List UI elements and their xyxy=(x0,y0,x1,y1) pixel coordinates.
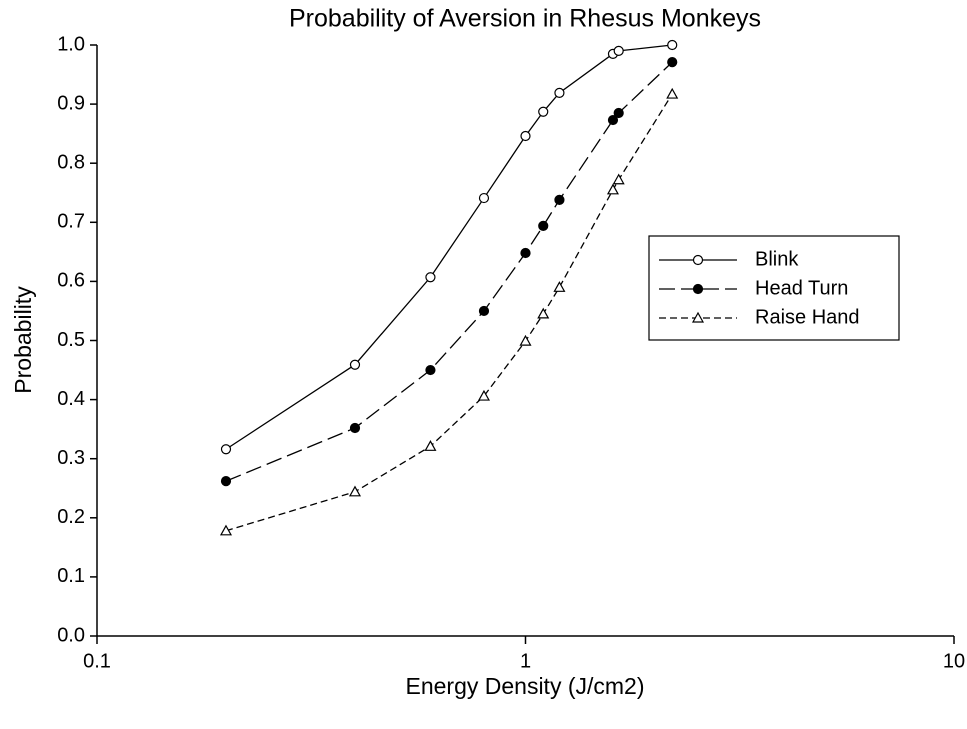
y-axis-label: Probability xyxy=(10,286,36,394)
marker xyxy=(219,524,233,536)
marker xyxy=(477,389,490,401)
y-tick-label: 0.2 xyxy=(57,506,85,528)
marker xyxy=(538,106,549,117)
marker xyxy=(612,173,625,185)
marker xyxy=(607,114,619,126)
marker xyxy=(692,254,704,266)
marker xyxy=(220,476,232,487)
marker xyxy=(613,107,624,119)
marker xyxy=(478,305,490,317)
marker xyxy=(538,220,549,231)
legend-box xyxy=(648,235,900,341)
marker xyxy=(349,359,361,370)
y-tick-label: 1.0 xyxy=(57,33,85,55)
marker xyxy=(520,130,531,142)
marker xyxy=(519,334,532,346)
series-line xyxy=(225,61,673,482)
marker xyxy=(554,194,565,205)
marker xyxy=(220,444,232,455)
marker xyxy=(348,485,362,497)
marker xyxy=(425,272,436,283)
marker xyxy=(554,87,565,98)
x-tick-label: 1 xyxy=(520,650,531,672)
marker xyxy=(667,57,678,68)
legend: Blink Head Turn Raise Hand xyxy=(648,235,900,341)
marker xyxy=(692,283,704,295)
y-tick-label: 0.6 xyxy=(57,270,85,292)
x-axis-label: Energy Density (J/cm2) xyxy=(405,673,644,699)
y-tick-label: 0.1 xyxy=(57,565,85,587)
y-tick-label: 0.0 xyxy=(57,624,85,646)
marker xyxy=(666,87,679,99)
x-tick-label: 0.1 xyxy=(83,650,111,672)
x-tick-label: 10 xyxy=(943,650,965,672)
y-tick-label: 0.9 xyxy=(57,92,85,114)
marker xyxy=(425,364,436,376)
marker xyxy=(478,192,490,204)
y-tick-label: 0.4 xyxy=(57,388,85,410)
marker xyxy=(606,183,619,195)
marker xyxy=(553,281,566,292)
legend-label: Blink xyxy=(755,248,799,270)
marker xyxy=(613,45,624,57)
y-tick-label: 0.7 xyxy=(57,211,85,233)
marker xyxy=(349,422,361,434)
marker xyxy=(520,247,531,259)
legend-label: Head Turn xyxy=(755,277,848,299)
marker xyxy=(691,311,705,323)
marker xyxy=(424,440,437,451)
series-line xyxy=(225,93,673,532)
chart-title: Probability of Aversion in Rhesus Monkey… xyxy=(289,5,761,33)
y-tick-label: 0.3 xyxy=(57,447,85,469)
legend-label: Raise Hand xyxy=(755,306,860,328)
marker xyxy=(667,39,678,51)
marker xyxy=(537,307,550,319)
y-tick-label: 0.8 xyxy=(57,151,85,173)
y-tick-label: 0.5 xyxy=(57,329,85,351)
